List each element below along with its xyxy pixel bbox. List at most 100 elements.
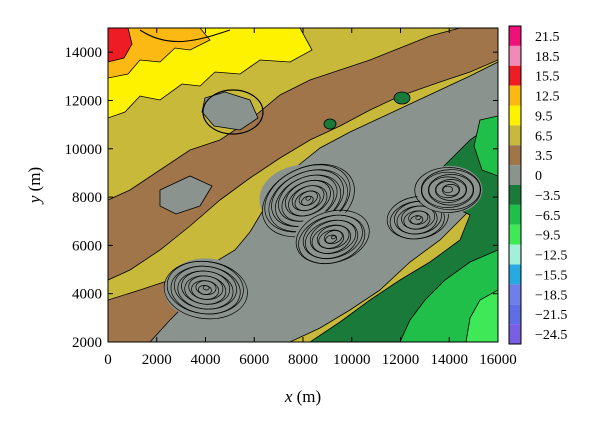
contour-ring [415,215,422,220]
region-level-0-b [159,175,213,215]
contour-ring [202,285,210,291]
contour-ring [325,234,338,244]
contour-ring [309,220,357,255]
contour-ring [410,215,424,225]
colorbar-label: 15.5 [535,70,560,85]
contour-ring [401,205,436,230]
colorbar-swatch [509,224,521,245]
colorbar-swatch [509,284,521,305]
x-axis: 0 2000 4000 6000 8000 10000 12000 14000 16000 [104,28,517,368]
colorbar-label: 9.5 [535,109,553,124]
y-tick-label: 10000 [65,142,103,158]
colorbar: 21.5 18.5 15.5 12.5 9.5 6.5 3.5 0 −3.5 −6.5 −9.5 −1… [508,25,567,345]
contour-ring [305,195,312,201]
x-axis-unit: (m) [292,387,321,406]
x-axis-var: x [284,387,293,406]
x-tick-label: 10000 [333,352,371,368]
x-tick-label: 12000 [382,352,420,368]
colorbar-swatch [509,165,521,185]
contour-ring [427,174,474,206]
contour-ring [435,181,461,199]
contour-peaks [163,163,483,320]
contour-ring [442,185,454,194]
colorbar-label: −6.5 [535,209,560,224]
region-level-0-c [201,91,259,131]
colorbar-swatch [509,145,521,166]
colorbar-swatch [509,204,521,225]
contour-ring [298,214,366,264]
region-level-12.5 [108,28,211,79]
region-level-15.5 [108,28,133,63]
colorbar-swatch [509,85,521,106]
contour-ring [304,219,359,259]
contour-field [108,28,498,342]
x-tick-label: 14000 [431,352,469,368]
x-tick-label: 6000 [239,352,269,368]
region-blob [323,118,337,130]
region-level-neg9.5 [465,289,498,342]
contour-loop [202,89,264,135]
contour-ring [414,167,482,213]
contour-ring [294,190,321,211]
colorbar-swatch [509,264,521,285]
y-tick-label: 2000 [72,335,102,351]
contour-ring [330,235,336,240]
contour-ring [318,229,345,249]
y-axis-title: y (m) [25,167,44,205]
x-tick-label: 2000 [142,352,172,368]
colorbar-label: 6.5 [535,129,553,144]
colorbar-swatch [509,45,521,66]
contour-ring [291,185,325,212]
x-tick-label: 16000 [479,352,517,368]
y-axis: 2000 4000 6000 8000 10000 12000 14000 [65,45,498,351]
colorbar-label: −24.5 [535,328,567,343]
colorbar-swatch [509,324,521,344]
x-tick-label: 0 [104,352,112,368]
y-tick-label: 4000 [72,287,102,303]
colorbar-label: 12.5 [535,90,560,105]
colorbar-label: −12.5 [535,249,567,264]
x-tick-label: 8000 [288,352,318,368]
colorbar-swatch [509,26,521,46]
colorbar-swatch [509,105,521,126]
contour-ring [301,195,314,206]
peak-halo [416,165,483,214]
colorbar-label: 18.5 [535,50,560,65]
contour-ring [323,230,343,245]
region-blob [393,91,411,105]
y-tick-label: 6000 [72,238,102,254]
contour-ring [441,184,460,197]
contour-ring [428,176,468,204]
contour-ring [420,169,481,211]
colorbar-swatch [509,304,521,325]
y-tick-label: 8000 [72,190,102,206]
y-tick-label: 12000 [65,93,103,109]
colorbar-label: 0 [535,169,542,184]
region-level-neg6.5-b [473,115,498,177]
colorbar-label: −9.5 [535,229,560,244]
contour-ring [302,214,363,260]
y-axis-var: y [25,195,44,205]
colorbar-frame [508,25,522,345]
y-tick-label: 14000 [65,45,103,61]
contour-ring [421,171,475,208]
contour-ring [298,190,318,206]
contour-ring [311,224,352,254]
colorbar-label: −18.5 [535,288,567,303]
contour-ring [295,209,370,265]
contour-ring [403,210,431,230]
colorbar-label: 21.5 [535,30,560,45]
colorbar-swatch [509,185,521,205]
colorbar-swatch [509,65,521,86]
contour-ring [408,210,429,225]
contour-ring [434,179,467,201]
colorbar-swatch [509,244,521,265]
y-axis-unit: (m) [25,167,44,196]
x-axis-title: x (m) [284,387,321,406]
colorbar-label: 3.5 [535,149,553,164]
contour-ring [316,225,350,250]
x-tick-label: 4000 [191,352,221,368]
colorbar-label: −3.5 [535,189,560,204]
peak-halo [294,210,370,266]
